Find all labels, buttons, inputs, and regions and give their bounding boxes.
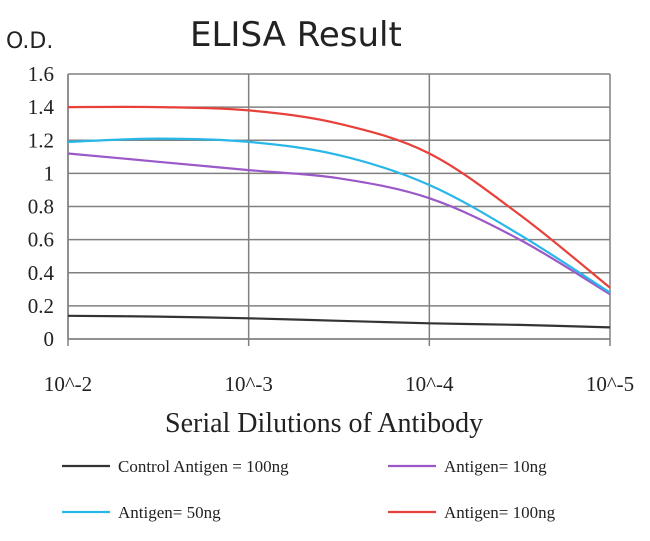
y-tick-label-2: 0.4 — [28, 261, 55, 285]
grid — [67, 73, 611, 340]
x-tick-labels: 10^-2 10^-3 10^-4 10^-5 — [44, 372, 634, 396]
series-line-3 — [67, 105, 611, 289]
y-tick-label-8: 1.6 — [28, 62, 54, 86]
y-axis-label: O.D. — [6, 29, 53, 54]
y-tick-label-7: 1.4 — [28, 95, 55, 119]
y-tick-label-4: 0.8 — [28, 195, 54, 219]
series-line-1 — [67, 152, 611, 296]
y-tick-label-6: 1.2 — [28, 128, 54, 152]
y-tick-label-0: 0 — [44, 327, 55, 351]
y-tick-label-3: 0.6 — [28, 228, 54, 252]
chart-title: ELISA Result — [190, 15, 402, 55]
legend-label-1: Antigen= 10ng — [444, 457, 547, 476]
y-tick-labels: 0 0.2 0.4 0.6 0.8 1 1.2 1.4 1.6 — [28, 62, 55, 351]
y-tick-label-1: 0.2 — [28, 294, 54, 318]
x-tick-label-1: 10^-3 — [224, 372, 272, 396]
x-tick-label-2: 10^-4 — [405, 372, 454, 396]
legend-label-3: Antigen= 100ng — [444, 503, 556, 522]
x-axis-label: Serial Dilutions of Antibody — [165, 408, 483, 439]
legend-label-2: Antigen= 50ng — [118, 503, 221, 522]
series-line-2 — [67, 137, 611, 294]
legend-label-0: Control Antigen = 100ng — [118, 457, 289, 476]
series-line-0 — [67, 314, 611, 329]
legend: Control Antigen = 100ng Antigen= 10ng Anti… — [62, 457, 556, 522]
x-tick-label-0: 10^-2 — [44, 372, 92, 396]
x-tick-label-3: 10^-5 — [586, 372, 634, 396]
y-tick-label-5: 1 — [44, 161, 55, 185]
series-lines — [67, 105, 611, 329]
axes — [67, 74, 611, 346]
